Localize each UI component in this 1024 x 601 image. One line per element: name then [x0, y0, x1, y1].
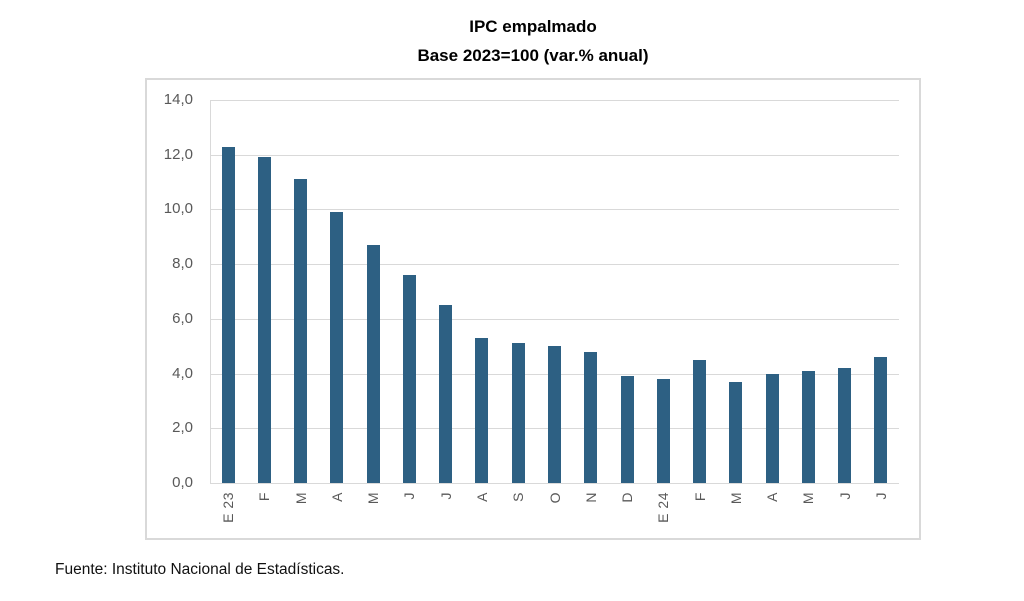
- x-axis-label-text: J: [836, 492, 853, 500]
- bar: [402, 275, 416, 483]
- x-axis-label: M: [727, 492, 745, 504]
- bar: [765, 373, 779, 483]
- y-axis-tick-label: 4,0: [172, 364, 193, 382]
- y-axis-tick-label: 12,0: [163, 145, 193, 163]
- y-axis-line: [210, 100, 211, 483]
- plot-frame: 0,0 2,0 4,0 6,0 8,0 10,0 12,0 14,0 E 23 F M A M J J A S…: [145, 78, 921, 540]
- x-axis-label: N: [582, 492, 600, 503]
- x-axis-label-text: F: [691, 492, 708, 502]
- x-axis-label-text: S: [510, 492, 527, 502]
- y-axis-tick-label: 10,0: [163, 200, 193, 218]
- x-axis-label-text: J: [872, 492, 889, 500]
- bar: [439, 305, 453, 483]
- bar: [475, 338, 489, 483]
- chart-title: IPC empalmado: [469, 17, 597, 36]
- x-axis-label: S: [509, 492, 527, 502]
- x-axis-label: J: [437, 492, 455, 500]
- x-axis-label: M: [364, 492, 382, 504]
- x-axis-label-text: E 23: [220, 492, 237, 523]
- y-axis-tick-label: 0,0: [172, 474, 193, 491]
- y-axis-tick-label: 6,0: [172, 309, 193, 327]
- x-axis-label-text: M: [800, 492, 817, 505]
- bar: [294, 179, 308, 483]
- x-axis-label: F: [255, 492, 273, 501]
- y-axis-tick-label: 2,0: [172, 419, 193, 437]
- x-axis-label-text: A: [764, 492, 781, 502]
- x-axis-label: A: [763, 492, 781, 502]
- bar: [620, 376, 634, 483]
- x-axis-label-text: A: [473, 492, 490, 502]
- x-axis-label-text: M: [727, 492, 744, 505]
- gridline: [210, 264, 899, 266]
- y-axis-tick-label: 8,0: [172, 255, 193, 273]
- bar: [511, 343, 525, 483]
- bar: [656, 379, 670, 483]
- bar: [838, 368, 852, 483]
- bar: [874, 357, 888, 483]
- bar: [584, 351, 598, 483]
- bar: [548, 346, 561, 483]
- x-axis-label-text: D: [619, 492, 636, 503]
- gridline: [210, 209, 899, 211]
- x-axis-label-text: J: [401, 492, 418, 500]
- bar: [221, 146, 235, 483]
- chart-subtitle: Base 2023=100 (var.% anual): [417, 46, 649, 65]
- x-axis-label-text: F: [256, 492, 273, 502]
- bar: [366, 244, 380, 483]
- x-axis-label: A: [473, 492, 491, 502]
- x-axis-label: E 23: [219, 492, 237, 523]
- gridline: [210, 318, 899, 320]
- bar: [801, 370, 815, 483]
- y-axis-tick-label: 14,0: [163, 91, 193, 108]
- x-axis-label-text: N: [582, 492, 599, 503]
- x-axis-label-text: E 24: [655, 492, 672, 523]
- x-axis-label: E 24: [654, 492, 672, 523]
- x-axis-label: M: [799, 492, 817, 504]
- x-axis-label-text: J: [437, 492, 454, 500]
- x-axis-label-text: O: [546, 492, 563, 504]
- x-axis-label-text: M: [292, 492, 309, 505]
- x-axis-label: F: [691, 492, 709, 501]
- bar: [257, 157, 271, 483]
- x-axis-label: J: [872, 492, 890, 500]
- x-axis-label-text: M: [365, 492, 382, 505]
- x-axis-label: J: [400, 492, 418, 500]
- x-axis-label: O: [546, 492, 564, 503]
- bar: [729, 381, 743, 483]
- x-axis-label: A: [328, 492, 346, 502]
- x-axis-label-text: A: [328, 492, 345, 502]
- x-axis-label: D: [618, 492, 636, 503]
- gridline: [210, 483, 899, 484]
- bar: [693, 359, 707, 483]
- chart-title-block: IPC empalmado Base 2023=100 (var.% anual…: [145, 12, 921, 70]
- bar: [330, 212, 344, 483]
- gridline: [210, 154, 899, 156]
- source-note: Fuente: Instituto Nacional de Estadístic…: [55, 561, 345, 578]
- gridline: [210, 100, 899, 101]
- x-axis-label: J: [836, 492, 854, 500]
- x-axis-label: M: [292, 492, 310, 504]
